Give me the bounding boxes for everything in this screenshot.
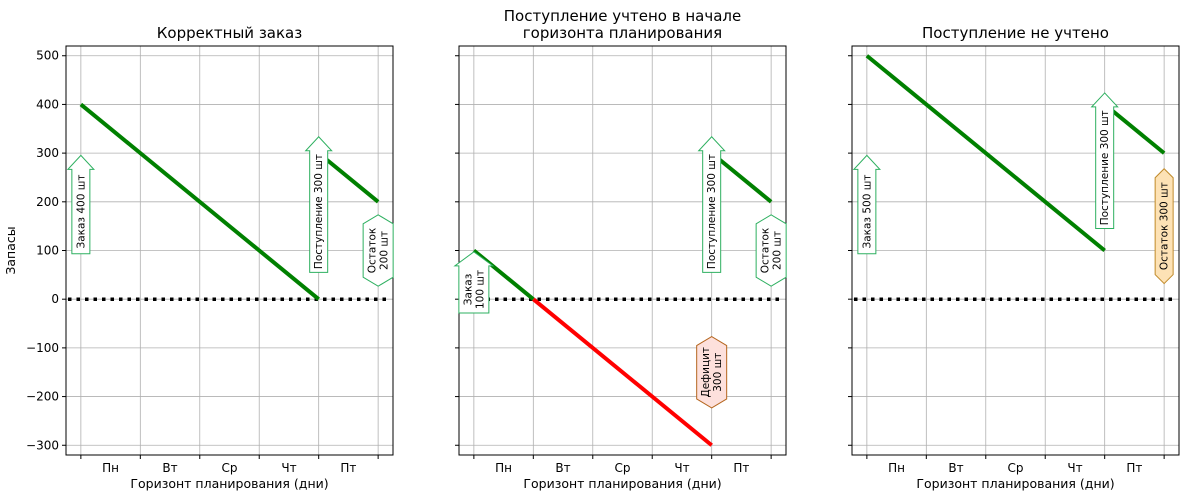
y-axis-label: Запасы [3,226,18,274]
x-tick-label: Пн [495,461,512,475]
y-tick-label: −300 [26,438,59,452]
series-line [1103,102,1166,155]
x-axis-label: Горизонт планирования (дни) [916,476,1114,491]
annotation-line: Остаток 300 шт [1159,182,1171,270]
annotation-hex: Остаток200 шт [755,214,787,287]
annotation-text: Заказ100 шт [462,270,486,309]
annotation-text: Остаток200 шт [367,228,391,273]
chart-title: Поступление учтено в начале [504,7,741,25]
hexagon-shape [1154,168,1174,285]
annotation-arrow: Заказ100 шт [453,251,495,314]
x-tick-label: Чт [674,461,689,475]
annotation-text: Поступление 300 шт [1099,110,1111,225]
series-line [317,151,380,204]
x-axis-label: Горизонт планирования (дни) [130,476,328,491]
chart-panel-2: Пн Вт Ср Чт Пт Горизонт планирования (дни) Пос… [453,7,787,491]
annotation-line: Заказ 500 шт [861,175,873,249]
y-tick-label: 500 [36,49,59,63]
x-tick-label: Пт [733,461,749,475]
annotation-arrow: Поступление 300 шт [1090,92,1119,230]
annotation-text: Остаток200 шт [760,228,784,273]
y-tick-label: 0 [51,292,59,306]
annotation-line: Поступление 300 шт [1099,110,1111,225]
arrow-shape [453,251,495,314]
x-tick-label: Ср [1008,461,1024,475]
x-tick-label: Вт [948,461,963,475]
annotation-arrow: Заказ 500 шт [852,154,882,255]
annotation-text: Остаток 300 шт [1159,182,1171,270]
x-tick-label: Вт [555,461,570,475]
annotation-text: Дефицит300 шт [700,347,724,398]
x-tick-label: Пн [888,461,905,475]
annotation-text: Поступление 300 шт [706,154,718,269]
annotation-line: 200 шт [772,231,784,270]
y-tick-label: −200 [26,390,59,404]
annotation-line: Дефицит [700,347,712,398]
annotation-line: 300 шт [712,353,724,392]
arrow-shape [304,136,333,273]
annotation-line: Остаток [760,228,772,273]
annotation-line: Заказ [462,274,474,306]
y-tick-label: 100 [36,244,59,258]
hexagon-shape [362,214,394,287]
annotation-line: 100 шт [474,270,486,309]
x-tick-label: Чт [1067,461,1082,475]
arrow-shape [697,136,726,273]
hexagon-shape [696,335,728,409]
chart-panel-1: 500 400 300 200 100 0 −100 −200 −300 Пн Вт Ср Чт Пт Го… [3,24,394,491]
annotation-text: Заказ 400 шт [75,175,87,249]
annotation-hex: Дефицит300 шт [696,335,728,409]
annotation-arrow: Заказ 400 шт [66,154,96,255]
x-tick-label: Ср [615,461,631,475]
series-line [710,151,773,204]
chart-title: Корректный заказ [157,24,302,42]
chart-title: горизонта планирования [523,24,722,42]
series-line [79,102,320,301]
annotation-line: Остаток [367,228,379,273]
y-tick-label: −100 [26,341,59,355]
annotation-text: Поступление 300 шт [313,154,325,269]
y-tick-label: 400 [36,97,59,111]
x-tick-label: Ср [222,461,238,475]
hexagon-shape [755,214,787,287]
arrow-shape [66,154,96,255]
x-tick-label: Вт [162,461,177,475]
x-tick-label: Пт [1126,461,1142,475]
annotation-line: 200 шт [379,231,391,270]
chart-title: Поступление не учтено [922,24,1109,42]
x-tick-label: Пн [102,461,119,475]
y-tick-label: 200 [36,195,59,209]
annotation-line: Поступление 300 шт [313,154,325,269]
series-line [865,54,1106,253]
annotation-line: Поступление 300 шт [706,154,718,269]
series-line [532,297,713,447]
annotation-text: Заказ 500 шт [861,175,873,249]
arrow-shape [852,154,882,255]
annotation-arrow: Поступление 300 шт [304,136,333,273]
arrow-shape [1090,92,1119,230]
x-axis-label: Горизонт планирования (дни) [523,476,721,491]
annotation-arrow: Поступление 300 шт [697,136,726,273]
y-tick-label: 300 [36,146,59,160]
chart-panel-3: Пн Вт Ср Чт Пт Горизонт планирования (дни) Пос… [848,24,1180,491]
x-tick-label: Чт [281,461,296,475]
annotation-hex: Остаток 300 шт [1154,168,1174,285]
annotation-hex: Остаток200 шт [362,214,394,287]
x-tick-label: Пт [340,461,356,475]
annotation-line: Заказ 400 шт [75,175,87,249]
